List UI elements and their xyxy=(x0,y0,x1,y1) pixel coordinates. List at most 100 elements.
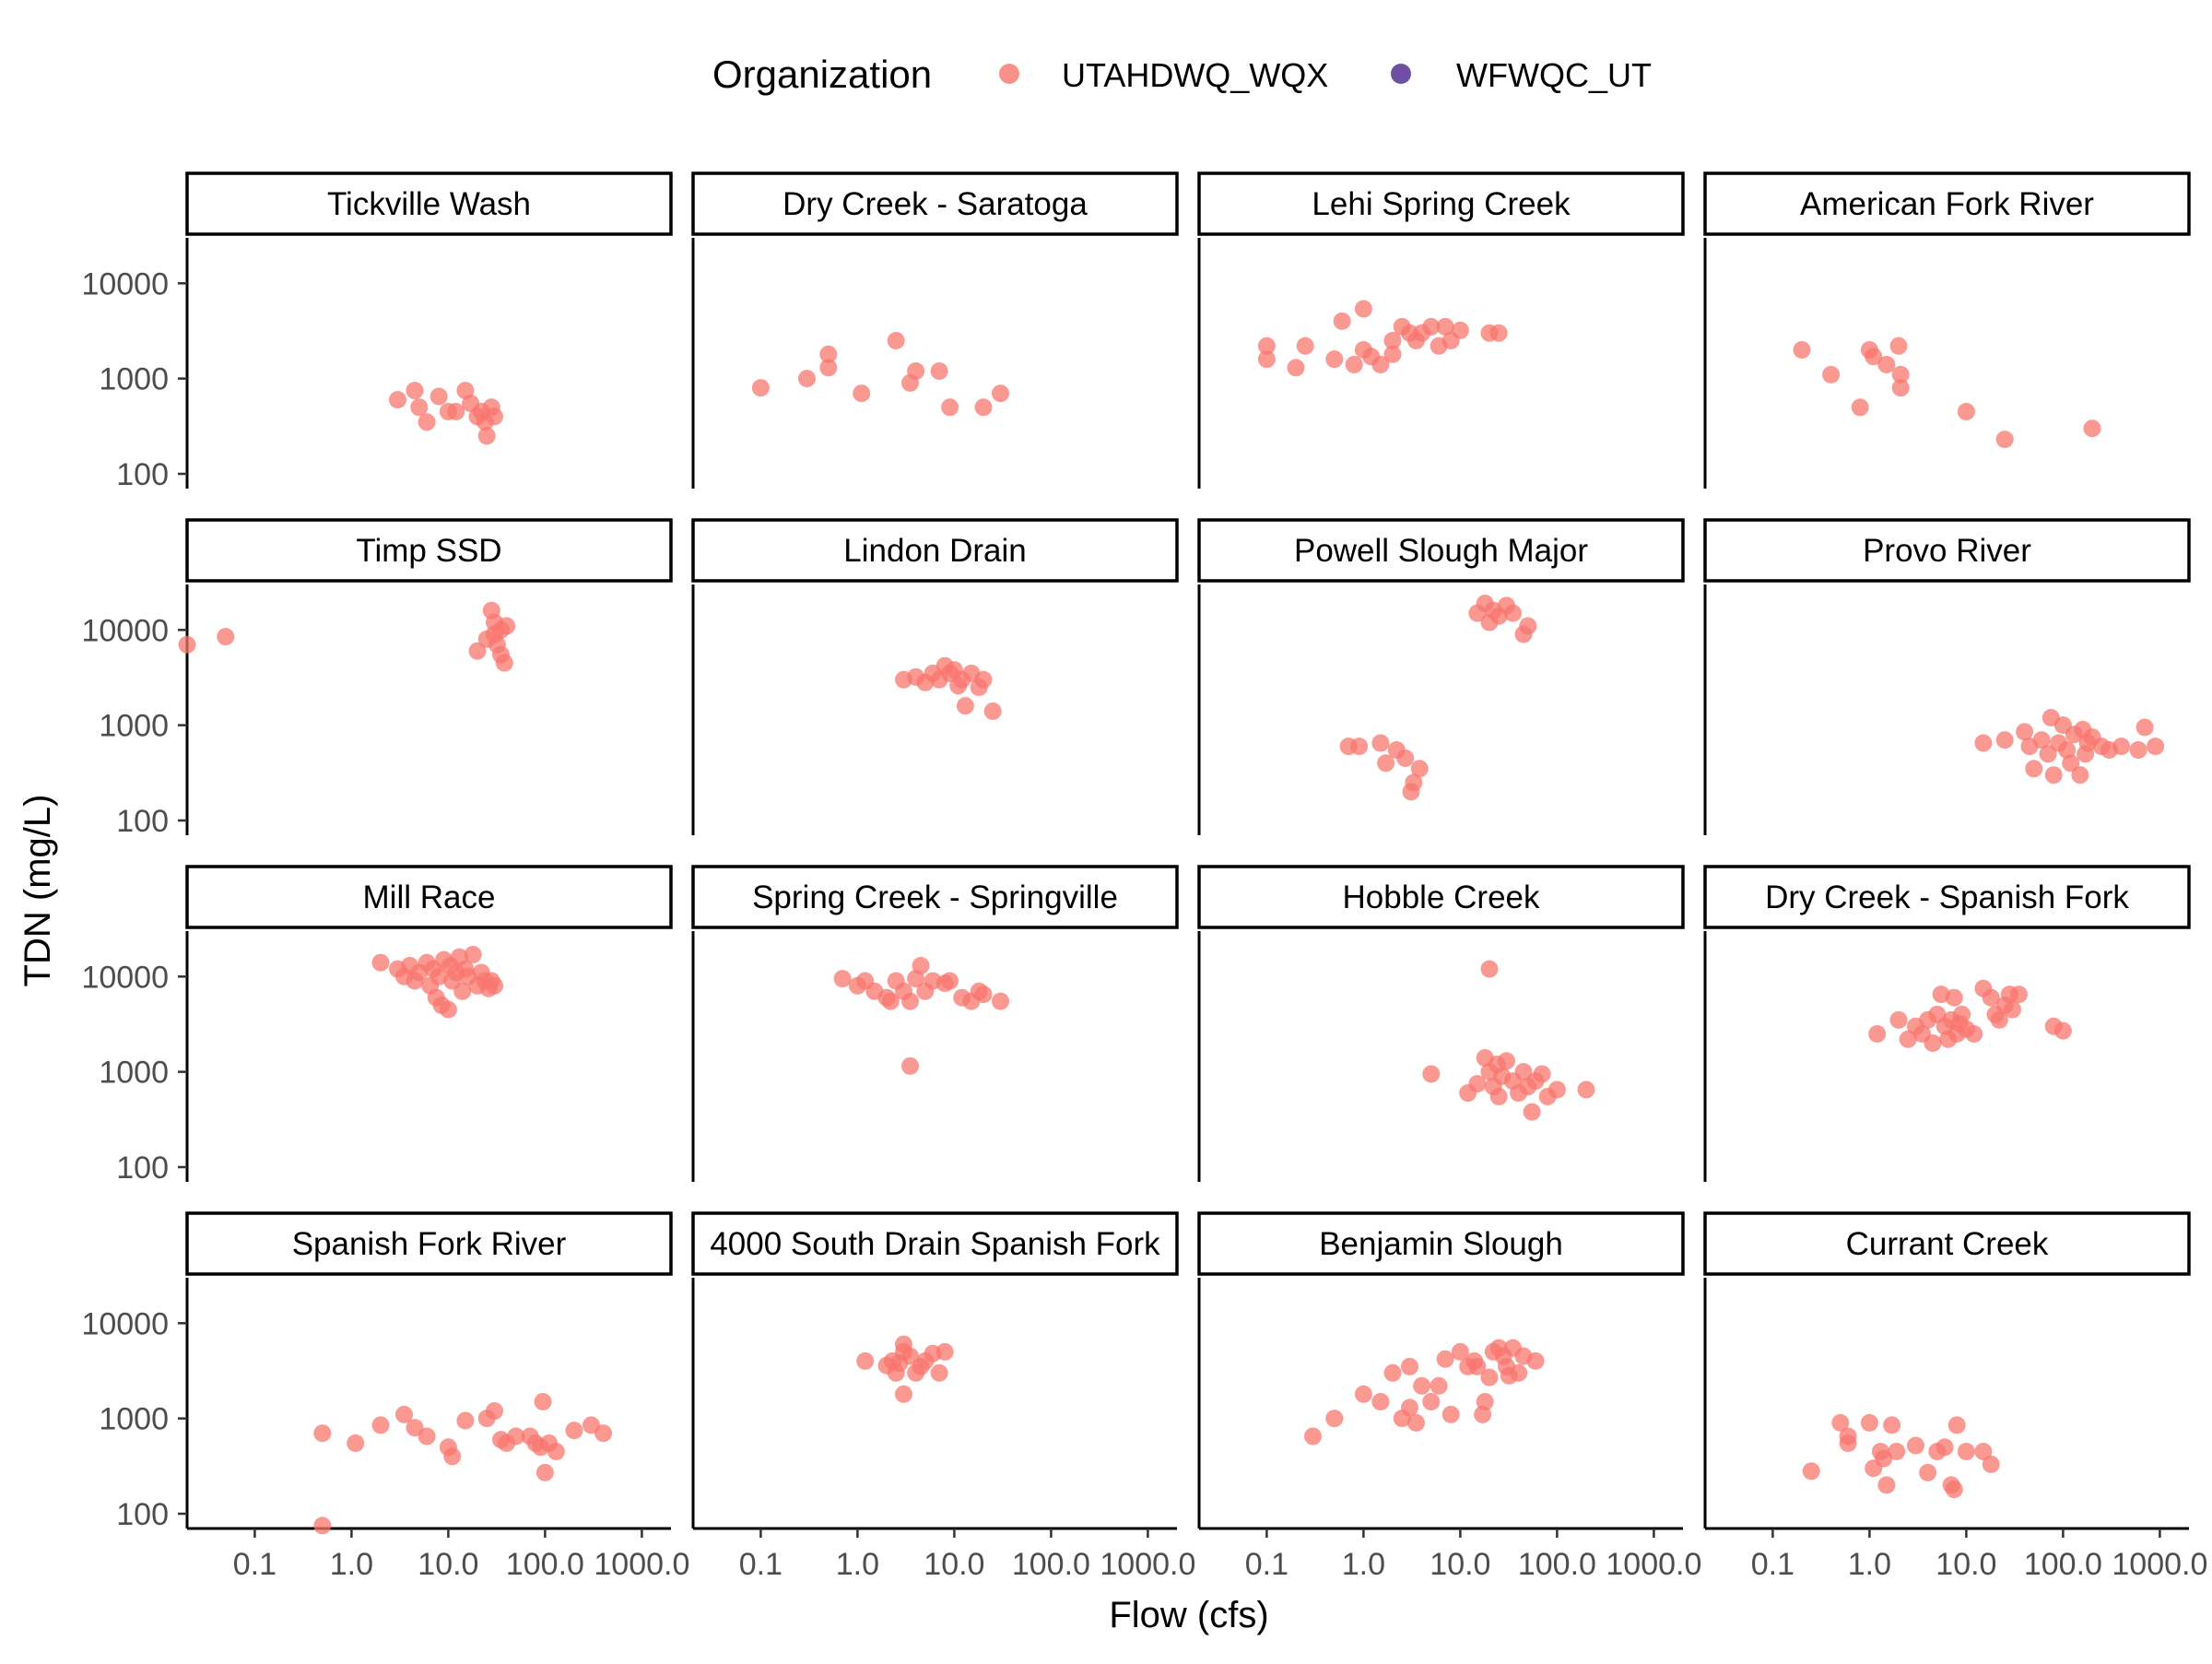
data-point xyxy=(941,398,959,417)
facet-strip xyxy=(691,1211,1179,1276)
data-point xyxy=(1383,1363,1402,1382)
y-tick-label: 1000 xyxy=(99,362,169,397)
data-point xyxy=(1468,1075,1487,1093)
data-point xyxy=(1476,1393,1494,1410)
data-point xyxy=(1422,317,1441,336)
y-tick-label: 10000 xyxy=(81,960,169,995)
data-point xyxy=(535,1463,554,1481)
data-point xyxy=(1899,1030,1917,1048)
y-tick-label: 1000 xyxy=(99,709,169,744)
facet-panel-timp-ssd: Timp SSD 100 1000 10000 xyxy=(81,518,673,839)
data-point xyxy=(1422,1393,1441,1410)
data-point xyxy=(1822,365,1841,384)
data-point xyxy=(1333,312,1351,330)
data-point xyxy=(853,384,871,403)
data-point xyxy=(1468,1357,1487,1375)
data-point xyxy=(453,982,472,1000)
data-point xyxy=(1383,345,1402,363)
data-point xyxy=(439,1000,457,1019)
data-point xyxy=(410,398,429,417)
data-point xyxy=(881,992,900,1010)
data-point xyxy=(1547,1080,1566,1099)
x-tick-label: 0.1 xyxy=(739,1547,782,1582)
data-point xyxy=(1995,731,2014,749)
facet-title: Timp SSD xyxy=(356,533,501,569)
data-point xyxy=(1883,1416,1901,1434)
facet-title: Hobble Creek xyxy=(1343,879,1540,915)
data-point xyxy=(371,1416,390,1434)
data-point xyxy=(1405,773,1423,792)
data-point xyxy=(477,427,496,445)
data-point xyxy=(389,391,406,409)
data-point xyxy=(983,702,1002,720)
x-tick-label: 1.0 xyxy=(836,1547,879,1582)
data-point xyxy=(1480,960,1499,978)
data-point xyxy=(1957,1443,1975,1460)
facet-panel-benjamin-slough: Benjamin Slough 0.1 1.0 10.0 100.0 1000.0 xyxy=(1197,1211,1701,1582)
x-axis-title: Flow (cfs) xyxy=(1109,1595,1268,1635)
facet-panel-spring-creek-springville: Spring Creek - Springville xyxy=(691,865,1179,1182)
facet-title: Dry Creek - Spanish Fork xyxy=(1765,879,2129,915)
facet-strip xyxy=(1197,865,1685,929)
data-point xyxy=(429,967,448,985)
data-point xyxy=(2032,731,2051,749)
facet-panel-lindon-drain: Lindon Drain xyxy=(691,518,1179,835)
data-point xyxy=(495,654,513,672)
legend-title: Organization xyxy=(712,53,932,96)
facet-title: 4000 South Drain Spanish Fork xyxy=(710,1226,1160,1262)
facet-title: Dry Creek - Saratoga xyxy=(782,186,1088,222)
facet-panels: Tickville Wash 100 1000 10000 Dry Creek - Sa… xyxy=(81,171,2207,1582)
data-point xyxy=(798,370,816,388)
facet-strip xyxy=(691,171,1179,236)
facet-panel-provo-river: Provo River xyxy=(1703,518,2191,835)
data-point xyxy=(594,1424,613,1443)
x-tick-label: 1000.0 xyxy=(594,1547,689,1582)
facet-panel-dry-creek-spanish-fork: Dry Creek - Spanish Fork xyxy=(1703,865,2191,1182)
data-point xyxy=(406,1419,424,1437)
data-point xyxy=(887,332,905,349)
data-point xyxy=(1526,1351,1545,1370)
data-point xyxy=(895,1385,912,1403)
data-point xyxy=(833,970,852,988)
data-point xyxy=(1802,1462,1820,1481)
data-point xyxy=(1990,1010,2008,1029)
x-tick-label: 1.0 xyxy=(1848,1547,1891,1582)
data-point xyxy=(1577,1080,1595,1099)
data-point xyxy=(974,398,993,417)
x-tick-label: 100.0 xyxy=(2024,1547,2102,1582)
data-point xyxy=(429,387,448,406)
data-point xyxy=(1936,1438,1954,1457)
data-point xyxy=(313,1424,332,1443)
data-point xyxy=(486,407,503,426)
data-point xyxy=(1489,324,1508,342)
data-point xyxy=(507,1427,525,1446)
facet-strip xyxy=(1703,1211,2191,1276)
data-point xyxy=(1891,365,1910,384)
data-point xyxy=(1401,1357,1418,1375)
data-point xyxy=(1891,379,1910,397)
data-point xyxy=(1932,985,1950,1004)
x-tick-label: 1000.0 xyxy=(1100,1547,1195,1582)
data-point xyxy=(565,1422,583,1440)
data-point xyxy=(1860,1413,1878,1432)
facet-strip xyxy=(1197,518,1685,583)
facet-strip xyxy=(1197,171,1685,236)
x-tick-label: 1000.0 xyxy=(1606,1547,1701,1582)
data-point xyxy=(2136,718,2154,737)
data-point xyxy=(992,384,1009,403)
facet-strip xyxy=(691,865,1179,929)
data-point xyxy=(2071,766,2089,785)
y-tick-label: 100 xyxy=(116,804,169,839)
data-point xyxy=(486,976,503,995)
data-point xyxy=(1889,336,1908,355)
data-point xyxy=(418,413,436,431)
data-point xyxy=(992,992,1009,1010)
data-point xyxy=(1498,1052,1515,1070)
data-point xyxy=(2044,766,2063,785)
data-point xyxy=(1523,1103,1541,1121)
data-point xyxy=(406,382,424,400)
data-point xyxy=(395,1405,413,1423)
data-point xyxy=(1793,341,1811,359)
data-point xyxy=(1371,734,1390,752)
x-tick-label: 100.0 xyxy=(506,1547,584,1582)
